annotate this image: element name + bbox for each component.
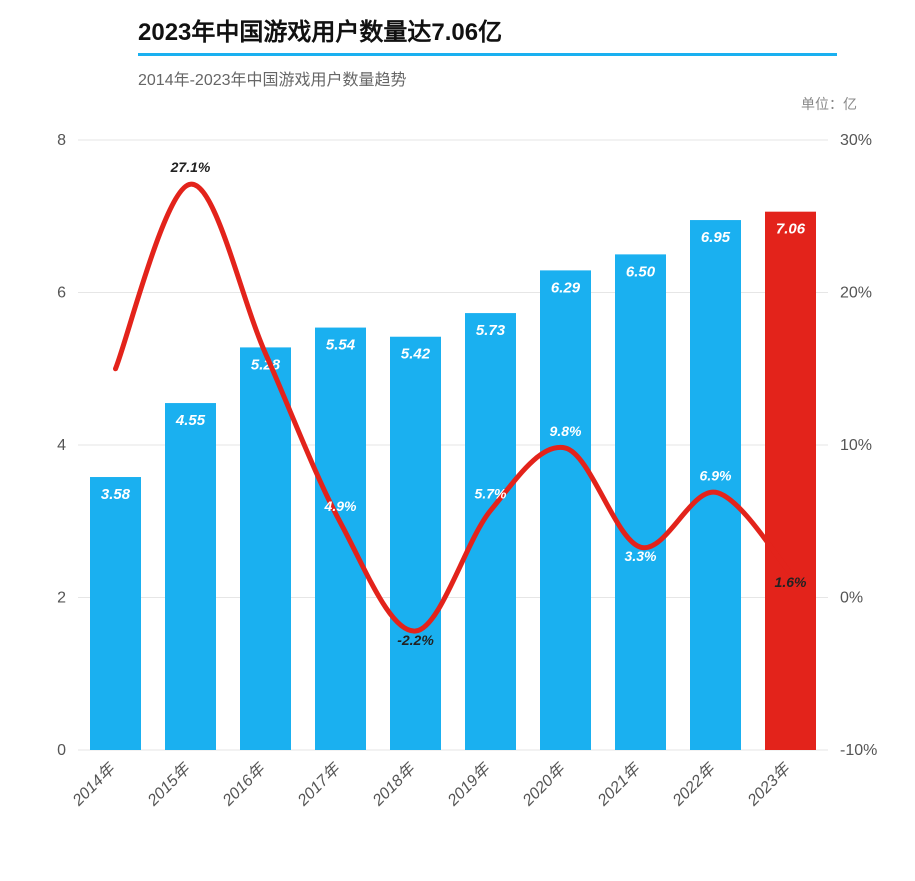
x-tick-label: 2020年 bbox=[518, 759, 569, 810]
growth-label: 5.7% bbox=[475, 486, 507, 502]
x-tick-label: 2014年 bbox=[68, 759, 119, 810]
x-tick-label: 2022年 bbox=[668, 759, 719, 810]
bar-value-label: 6.50 bbox=[626, 263, 656, 280]
growth-label: 6.9% bbox=[700, 467, 732, 483]
bar bbox=[615, 254, 666, 750]
bar bbox=[690, 220, 741, 750]
x-tick-label: 2023年 bbox=[743, 759, 794, 810]
growth-line bbox=[116, 184, 791, 631]
y-left-tick: 0 bbox=[57, 742, 66, 759]
bar-value-label: 4.55 bbox=[175, 412, 206, 429]
bar-value-label: 6.29 bbox=[551, 279, 581, 296]
x-tick-label: 2019年 bbox=[443, 759, 494, 810]
bar-value-label: 5.42 bbox=[401, 346, 431, 363]
y-left-tick: 4 bbox=[57, 437, 66, 454]
bar bbox=[165, 403, 216, 750]
bar bbox=[465, 313, 516, 750]
bar bbox=[765, 212, 816, 750]
chart-subtitle: 2014年-2023年中国游戏用户数量趋势 bbox=[138, 66, 837, 90]
x-tick-label: 2015年 bbox=[143, 759, 194, 810]
bar-value-label: 6.95 bbox=[701, 229, 731, 246]
header-block: 2023年中国游戏用户数量达7.06亿 2014年-2023年中国游戏用户数量趋… bbox=[138, 12, 837, 114]
bar bbox=[315, 328, 366, 750]
bar bbox=[390, 337, 441, 750]
bar-value-label: 5.73 bbox=[476, 322, 506, 339]
bar bbox=[240, 347, 291, 750]
growth-label: 1.6% bbox=[775, 574, 807, 590]
x-tick-label: 2018年 bbox=[368, 759, 419, 810]
bar bbox=[90, 477, 141, 750]
x-tick-label: 2017年 bbox=[293, 759, 344, 810]
unit-label: 单位：亿 bbox=[138, 94, 857, 114]
growth-label: -2.2% bbox=[397, 632, 434, 648]
bar bbox=[540, 270, 591, 750]
bar-value-label: 5.54 bbox=[326, 337, 356, 354]
growth-label: 4.9% bbox=[324, 498, 357, 514]
y-right-tick: 0% bbox=[840, 590, 863, 607]
y-right-tick: 30% bbox=[840, 132, 872, 149]
y-left-tick: 2 bbox=[57, 590, 66, 607]
chart-title: 2023年中国游戏用户数量达7.06亿 bbox=[138, 12, 837, 47]
y-left-tick: 6 bbox=[57, 285, 66, 302]
chart-card: 2023年中国游戏用户数量达7.06亿 2014年-2023年中国游戏用户数量趋… bbox=[0, 0, 915, 881]
x-tick-label: 2021年 bbox=[593, 759, 644, 810]
bar-value-label: 3.58 bbox=[101, 486, 131, 503]
chart-svg: 02468-10%0%10%20%30%3.584.555.285.545.42… bbox=[28, 130, 888, 870]
y-right-tick: 20% bbox=[840, 285, 872, 302]
y-right-tick: -10% bbox=[840, 742, 877, 759]
chart-area: 02468-10%0%10%20%30%3.584.555.285.545.42… bbox=[28, 130, 888, 870]
growth-label: 3.3% bbox=[625, 548, 657, 564]
bar-value-label: 7.06 bbox=[776, 221, 806, 238]
growth-label: 9.8% bbox=[550, 423, 582, 439]
y-left-tick: 8 bbox=[57, 132, 66, 149]
x-tick-label: 2016年 bbox=[218, 759, 269, 810]
y-right-tick: 10% bbox=[840, 437, 872, 454]
growth-label: 27.1% bbox=[170, 159, 211, 175]
title-rule bbox=[138, 53, 837, 56]
